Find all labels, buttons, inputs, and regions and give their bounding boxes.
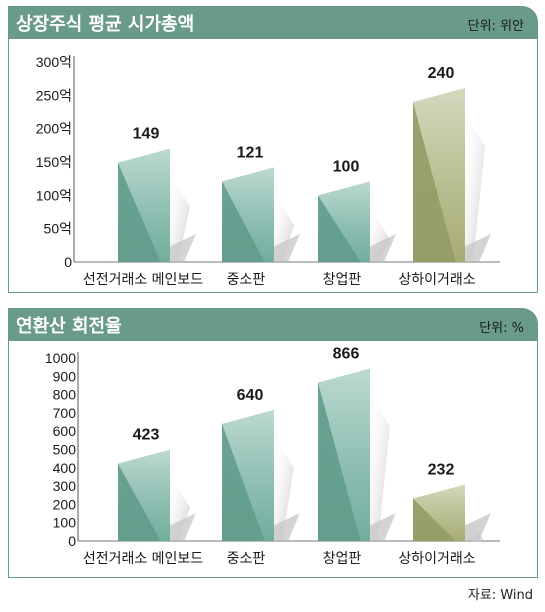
chart-1-bar-shadow (465, 114, 485, 262)
chart-1-bar-facet (222, 181, 265, 262)
chart-2-category-label: 상하이거래소 (398, 551, 475, 567)
chart-1-y-tick-label: 250억 (36, 87, 72, 103)
chart-2-bar-facet (222, 423, 265, 541)
chart-2-bar-shadow (274, 435, 294, 541)
chart-2-data-label: 423 (133, 427, 160, 444)
chart-2-bar-facet (413, 498, 456, 541)
chart-2-y-tick-label: 800 (53, 387, 77, 403)
chart-2-category-label: 선전거래소 메인보드 (83, 551, 203, 567)
source-note: 자료: Wind (467, 588, 533, 603)
chart-1-unit: 단위: 위안 (467, 19, 524, 34)
chart-2-data-label: 866 (333, 346, 360, 363)
chart-2-banner: 연환산 회전율 단위: % (8, 308, 538, 340)
chart-2-y-tick-label: 900 (53, 368, 77, 384)
chart-1-category-label: 상하이거래소 (398, 272, 475, 288)
chart-2-title: 연환산 회전율 (16, 316, 122, 337)
chart-1-data-label: 100 (333, 158, 360, 175)
chart-2-data-label: 640 (237, 387, 264, 404)
chart-1-y-tick-label: 300억 (36, 54, 72, 70)
chart-2-category-label: 중소판 (227, 551, 266, 567)
chart-2-bar-facet (118, 463, 161, 541)
chart-1-bar-facet (318, 195, 361, 262)
chart-2-unit: 단위: % (479, 321, 524, 336)
chart-2-category-label: 창업판 (323, 551, 362, 567)
chart-1-frame (8, 38, 538, 293)
chart-1-y-tick-label: 50억 (44, 221, 72, 237)
chart-2-y-tick-label: 300 (53, 478, 77, 494)
chart-2-y-tick-label: 400 (53, 460, 77, 476)
chart-2-bar-facet (318, 382, 361, 541)
chart-1-y-tick-label: 100억 (36, 187, 72, 203)
chart-2-y-tick-label: 200 (53, 496, 77, 512)
chart-1-category-label: 선전거래소 메인보드 (83, 272, 203, 288)
chart-2-y-tick-label: 600 (53, 423, 77, 439)
chart-1-y-tick-label: 200억 (36, 121, 72, 137)
chart-2-y-tick-label: 100 (53, 515, 77, 531)
chart-1-bar-facet (118, 162, 161, 262)
chart-1-data-label: 240 (428, 65, 455, 82)
chart-1-category-label: 창업판 (323, 272, 362, 288)
chart-1-title: 상장주식 평균 시가총액 (16, 14, 195, 35)
chart-1-data-label: 149 (133, 126, 160, 143)
chart-2-y-tick-label: 700 (53, 405, 77, 421)
chart-2-data-label: 232 (428, 462, 455, 479)
chart-2-y-tick-label: 0 (68, 533, 76, 549)
chart-1-data-label: 121 (237, 144, 264, 161)
chart-2-y-tick-label: 500 (53, 442, 77, 458)
chart-1-bar-facet (413, 102, 456, 262)
chart-1-y-tick-label: 0 (64, 254, 72, 270)
chart-1-banner: 상장주식 평균 시가총액 단위: 위안 (8, 6, 538, 38)
chart-2-bar-shadow (370, 394, 390, 541)
chart-1-y-tick-label: 150억 (36, 154, 72, 170)
chart-2-y-tick-label: 1000 (45, 350, 76, 366)
chart-2-frame (8, 340, 538, 578)
chart-1-category-label: 중소판 (227, 272, 266, 288)
chart-1-bar-shadow (170, 174, 190, 262)
